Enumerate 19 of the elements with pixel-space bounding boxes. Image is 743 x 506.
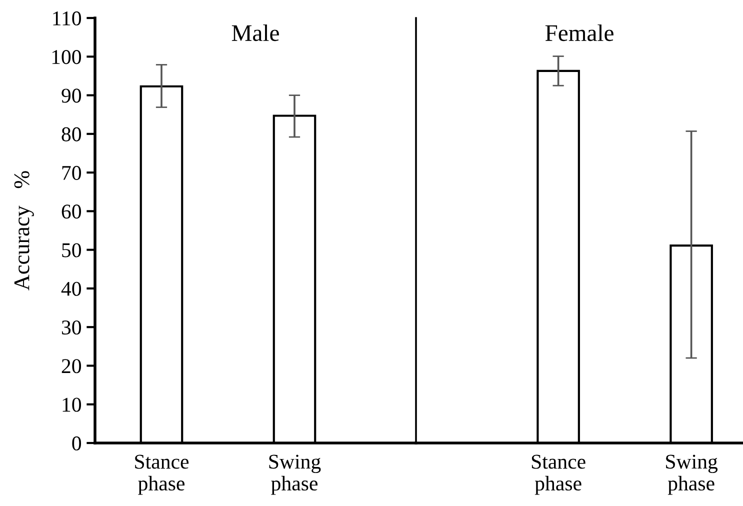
y-tick-label: 70: [62, 166, 82, 180]
x-tick-label: Swing phase: [269, 454, 321, 495]
y-tick-label: 10: [62, 398, 82, 412]
chart-title: Male: [232, 24, 279, 42]
x-tick-label: Stance phase: [135, 454, 189, 495]
y-tick-label: 110: [53, 11, 82, 26]
y-tick-label: 90: [62, 88, 82, 103]
y-tick-label: 20: [62, 359, 82, 374]
y-tick-label: 80: [62, 127, 82, 142]
x-tick-label: Stance phase: [532, 454, 586, 495]
y-tick-label: 100: [52, 50, 82, 64]
y-tick-label: 0: [72, 436, 82, 450]
y-axis-title: Accuracy %: [14, 171, 34, 290]
x-tick-label: Swing phase: [666, 454, 718, 495]
chart-title: Female: [545, 24, 614, 42]
y-tick-label: 50: [62, 243, 82, 258]
y-tick-label: 60: [62, 204, 82, 219]
y-tick-label: 40: [61, 282, 82, 296]
y-tick-label: 30: [62, 320, 82, 335]
